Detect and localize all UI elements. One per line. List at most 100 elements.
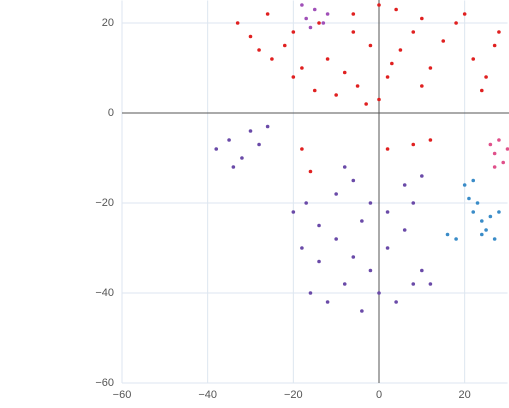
point [471,57,476,61]
point [492,151,497,156]
point [325,12,330,16]
point [334,93,338,97]
point [235,21,240,25]
point [445,232,450,237]
point [390,61,394,66]
point [248,34,253,39]
point [377,291,381,295]
point [385,147,390,151]
y-tick-label: −20 [95,197,114,209]
point [471,178,476,183]
point [248,129,253,133]
point [497,138,501,142]
point [501,160,506,165]
point [312,7,317,12]
point [368,201,373,205]
point [317,259,321,264]
point [364,102,368,106]
point [492,43,497,48]
point [411,142,416,147]
point [300,147,304,151]
point [321,21,326,25]
point [308,25,313,30]
point [480,88,484,93]
point [308,169,313,174]
y-tick-label: −40 [95,287,114,299]
point [317,223,321,228]
point [368,268,373,273]
point [385,246,390,250]
point [334,237,338,241]
point [240,156,244,160]
point [484,228,488,232]
point [342,70,347,75]
y-tick-label: 20 [102,17,114,29]
point [402,183,407,187]
point [467,196,471,201]
point [360,309,364,313]
point [257,48,261,52]
point [402,228,407,232]
point [497,210,501,214]
point [291,75,296,79]
point [428,66,433,70]
point [227,138,231,142]
point [394,300,398,304]
point [385,210,390,214]
x-tick-label: 20 [459,389,471,401]
point [480,232,484,237]
point [475,201,480,205]
point [411,282,416,286]
point [398,48,403,52]
point [411,201,416,205]
point [420,84,424,88]
point [351,255,356,259]
point [492,165,497,169]
point [265,124,270,129]
point [428,138,433,142]
y-tick-label: −60 [95,377,114,389]
point [492,237,497,241]
point [300,3,304,7]
point [325,300,330,304]
point [420,268,424,273]
point [257,142,261,147]
point [282,43,287,48]
point [454,21,458,25]
point [231,165,236,169]
point [385,75,390,79]
point [355,84,360,88]
point [300,246,304,250]
point [342,165,347,169]
point [411,30,416,34]
x-tick-label: −40 [198,389,217,401]
point [441,39,446,43]
point [480,219,484,223]
point [291,30,296,34]
point [497,30,501,34]
point [505,147,509,151]
point [360,219,364,223]
point [488,214,493,219]
point [462,183,467,187]
point [454,237,458,241]
point [270,57,274,61]
point [304,201,308,205]
point [308,291,313,295]
point [291,210,296,214]
point [304,16,308,21]
x-tick-label: −60 [113,389,132,401]
point [351,12,356,16]
point [312,88,317,93]
point [368,43,373,48]
point [428,282,433,286]
point [342,282,347,286]
point [377,3,381,7]
point [265,12,270,16]
point [351,30,356,34]
point [394,7,398,12]
point [377,97,381,102]
point [488,142,493,147]
point [471,210,476,214]
